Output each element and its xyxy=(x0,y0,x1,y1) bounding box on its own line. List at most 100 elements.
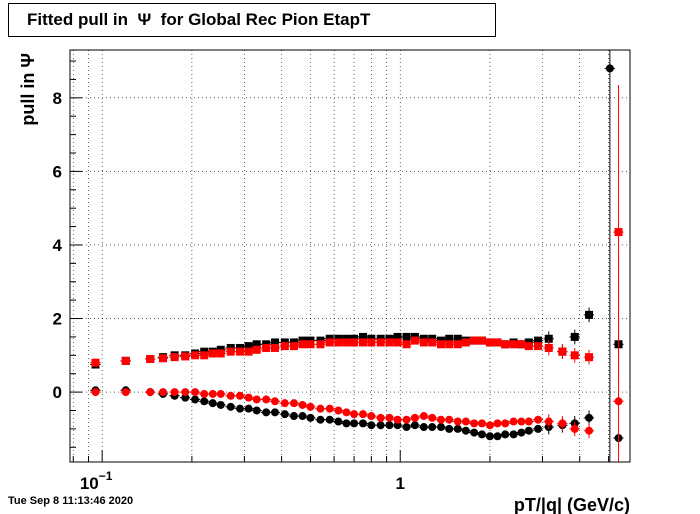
data-point xyxy=(91,358,100,367)
data-point xyxy=(485,432,494,441)
data-point xyxy=(570,351,579,360)
x-tick-label: 1 xyxy=(395,474,404,493)
data-point xyxy=(280,342,289,351)
data-point xyxy=(534,336,543,345)
data-point xyxy=(208,399,217,408)
data-point xyxy=(316,404,325,413)
data-point xyxy=(509,340,518,349)
data-point xyxy=(159,354,168,363)
data-point xyxy=(170,353,179,362)
data-point xyxy=(493,338,502,347)
data-point xyxy=(544,334,553,343)
chart-title-box: Fitted pull in Ψ for Global Rec Pion Eta… xyxy=(8,3,496,37)
data-point xyxy=(485,338,494,347)
data-point xyxy=(524,342,533,351)
data-point xyxy=(350,338,359,347)
data-point xyxy=(376,421,385,430)
data-point xyxy=(350,419,359,428)
data-point xyxy=(244,404,253,413)
data-point xyxy=(393,338,402,347)
y-tick-label: 8 xyxy=(53,89,62,108)
data-point xyxy=(428,338,437,347)
data-point xyxy=(376,413,385,422)
data-point xyxy=(181,388,190,397)
data-point xyxy=(419,412,428,421)
grid-lines xyxy=(70,50,630,462)
data-point xyxy=(334,417,343,426)
data-point xyxy=(325,415,334,424)
data-point xyxy=(477,430,486,439)
data-point xyxy=(262,395,271,404)
data-point xyxy=(570,424,579,433)
data-point xyxy=(385,338,394,347)
data-point xyxy=(534,342,543,351)
plot-frame xyxy=(69,49,631,463)
data-point xyxy=(585,353,594,362)
data-point xyxy=(470,428,479,437)
data-point xyxy=(570,332,579,341)
data-point xyxy=(216,400,225,409)
data-point xyxy=(252,345,261,354)
data-point xyxy=(358,332,367,341)
data-point xyxy=(306,413,315,422)
data-point xyxy=(289,342,298,351)
data-point xyxy=(477,336,486,345)
data-point xyxy=(208,349,217,358)
data-point xyxy=(367,338,376,347)
axis-ticks xyxy=(70,60,610,462)
data-point xyxy=(252,406,261,415)
data-point xyxy=(470,419,479,428)
data-point xyxy=(393,415,402,424)
y-tick-label: 4 xyxy=(53,236,63,255)
chart-title: Fitted pull in Ψ for Global Rec Pion Eta… xyxy=(27,10,371,29)
data-point xyxy=(226,402,235,411)
tick-labels: 0 2 4 6 8 10−1 1 xyxy=(53,89,405,493)
data-point xyxy=(289,412,298,421)
data-point xyxy=(453,334,462,343)
data-point xyxy=(350,410,359,419)
data-point xyxy=(517,417,526,426)
data-point xyxy=(453,417,462,426)
data-point xyxy=(585,310,594,319)
data-point xyxy=(244,342,253,351)
data-point xyxy=(342,408,351,417)
data-point xyxy=(316,415,325,424)
data-point xyxy=(445,415,454,424)
data-point xyxy=(316,340,325,349)
data-point xyxy=(402,415,411,424)
y-tick-label: 2 xyxy=(53,310,62,329)
data-point xyxy=(585,413,594,422)
data-point xyxy=(402,332,411,341)
data-point xyxy=(436,415,445,424)
data-point xyxy=(410,336,419,345)
data-point xyxy=(280,399,289,408)
data-point xyxy=(170,388,179,397)
data-point xyxy=(614,228,623,237)
data-point xyxy=(191,351,200,360)
y-tick-label: 0 xyxy=(53,383,62,402)
data-point xyxy=(325,338,334,347)
data-point xyxy=(244,393,253,402)
data-point xyxy=(235,391,244,400)
data-point xyxy=(216,389,225,398)
data-point xyxy=(289,399,298,408)
data-point xyxy=(445,424,454,433)
data-point xyxy=(262,408,271,417)
data-point xyxy=(358,338,367,347)
data-point xyxy=(436,340,445,349)
data-point xyxy=(226,391,235,400)
data-point xyxy=(208,389,217,398)
data-point xyxy=(252,395,261,404)
data-point xyxy=(121,356,130,365)
data-point xyxy=(445,334,454,343)
data-point xyxy=(376,338,385,347)
data-point xyxy=(342,419,351,428)
data-point xyxy=(534,415,543,424)
data-point xyxy=(298,400,307,409)
data-point xyxy=(544,417,553,426)
timestamp: Tue Sep 8 11:13:46 2020 xyxy=(8,495,134,507)
data-point xyxy=(461,338,470,347)
data-point xyxy=(402,423,411,432)
data-point xyxy=(367,421,376,430)
data-point xyxy=(244,347,253,356)
